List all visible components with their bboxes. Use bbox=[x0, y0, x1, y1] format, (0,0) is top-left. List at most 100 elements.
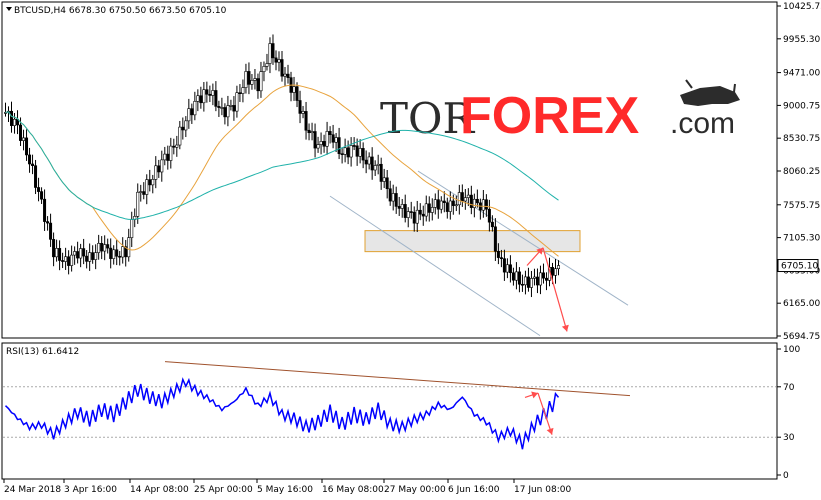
price-tick-label: 9471.00 bbox=[783, 69, 820, 79]
candle-body bbox=[298, 100, 302, 114]
candle-body bbox=[25, 137, 29, 156]
candle-body bbox=[403, 204, 407, 218]
candle-body bbox=[223, 107, 227, 118]
candle-body bbox=[259, 71, 263, 92]
candle-body bbox=[376, 163, 380, 166]
candle-body bbox=[205, 89, 209, 95]
time-axis: 24 Mar 2018 3 Apr 16:00 14 Apr 08:00 25 Apr… bbox=[3, 479, 571, 495]
candle-body bbox=[142, 191, 146, 195]
time-tick-label: 5 May 16:00 bbox=[257, 485, 313, 495]
candle-body bbox=[316, 144, 320, 149]
candle-body bbox=[127, 237, 131, 258]
time-tick-label: 6 Jun 16:00 bbox=[448, 485, 500, 495]
candle-body bbox=[37, 187, 41, 192]
candle-body bbox=[43, 198, 47, 222]
candle-body bbox=[262, 66, 266, 72]
candle-body bbox=[169, 145, 173, 161]
price-tick-label: 8530.75 bbox=[783, 134, 820, 144]
candle-body bbox=[442, 200, 446, 203]
candle-body bbox=[253, 78, 257, 81]
candle-body bbox=[457, 192, 461, 206]
candle-body bbox=[508, 264, 512, 274]
candle-body bbox=[229, 105, 233, 107]
candle-body bbox=[460, 192, 464, 202]
candle-body bbox=[139, 191, 143, 193]
candle-body bbox=[187, 108, 191, 122]
candle-body bbox=[514, 271, 518, 281]
candle-body bbox=[454, 204, 458, 207]
candle-body bbox=[238, 92, 242, 94]
candle-body bbox=[520, 283, 524, 286]
candle-body bbox=[400, 204, 404, 209]
candle-body bbox=[388, 188, 392, 202]
ma-long-line bbox=[5, 111, 559, 220]
candle-body bbox=[124, 246, 128, 258]
candle-body bbox=[151, 179, 155, 186]
candle-body bbox=[145, 179, 149, 195]
candle-body bbox=[103, 244, 107, 252]
current-price-label: 6705.10 bbox=[781, 262, 818, 272]
candle-body bbox=[211, 90, 215, 96]
candle-body bbox=[19, 124, 23, 141]
candle-body bbox=[178, 126, 182, 146]
rsi-axis: 100 70 30 0 bbox=[3, 345, 800, 481]
time-tick-label: 24 Mar 2018 bbox=[4, 485, 61, 495]
chart-menu-icon[interactable] bbox=[6, 7, 12, 11]
candle-body bbox=[214, 90, 218, 107]
candle-body bbox=[337, 137, 341, 154]
candle-body bbox=[310, 131, 314, 134]
candle-body bbox=[121, 246, 125, 258]
candle-body bbox=[451, 200, 455, 206]
logo-tor: TOR bbox=[380, 94, 475, 143]
candle-body bbox=[31, 163, 35, 166]
candle-body bbox=[463, 197, 467, 202]
candle-body bbox=[319, 141, 323, 145]
bull-icon bbox=[680, 79, 740, 106]
candle-body bbox=[532, 276, 536, 279]
candle-body bbox=[358, 148, 362, 157]
price-axis: 10425.75 9955.30 9471.00 9000.75 8530.75 8060… bbox=[777, 2, 821, 342]
candle-body bbox=[472, 198, 476, 208]
candle-body bbox=[424, 203, 428, 217]
candle-body bbox=[379, 163, 383, 182]
candle-body bbox=[100, 243, 104, 252]
candle-body bbox=[202, 89, 206, 104]
candle-body bbox=[526, 276, 530, 288]
candle-body bbox=[136, 191, 140, 217]
candle-body bbox=[394, 193, 398, 207]
candle-body bbox=[220, 107, 224, 109]
candle-body bbox=[538, 272, 542, 286]
price-tick-label: 7575.75 bbox=[783, 201, 820, 211]
rsi-down-arrow bbox=[537, 392, 553, 435]
candle-body bbox=[331, 134, 335, 143]
candle-body bbox=[499, 257, 503, 259]
candle-body bbox=[493, 226, 497, 252]
candle-body bbox=[445, 202, 449, 212]
candle-body bbox=[268, 43, 272, 64]
time-tick-label: 14 Apr 08:00 bbox=[130, 485, 189, 495]
candle-body bbox=[409, 211, 413, 213]
rsi-tick-label: 70 bbox=[783, 383, 795, 393]
candle-body bbox=[217, 106, 221, 108]
candle-body bbox=[166, 153, 170, 161]
candle-body bbox=[346, 147, 350, 158]
resistance-zone bbox=[364, 230, 581, 253]
candle-body bbox=[349, 145, 353, 158]
price-tick-label: 9955.30 bbox=[783, 35, 820, 45]
candle-body bbox=[469, 194, 473, 208]
candle-body bbox=[112, 249, 116, 259]
candle-body bbox=[235, 92, 239, 112]
rsi-tick-label: 0 bbox=[783, 471, 789, 481]
candle-body bbox=[46, 221, 50, 224]
overlay-layer bbox=[524, 247, 569, 435]
candle-body bbox=[34, 165, 38, 188]
time-tick-label: 17 Jun 08:00 bbox=[514, 485, 571, 495]
candle-body bbox=[439, 200, 443, 210]
channel-lower-line bbox=[329, 195, 541, 337]
candle-body bbox=[535, 276, 539, 286]
current-price-marker bbox=[777, 259, 819, 273]
candle-body bbox=[556, 265, 560, 269]
candle-body bbox=[283, 73, 287, 77]
candle-body bbox=[49, 222, 53, 240]
candle-body bbox=[553, 268, 557, 276]
